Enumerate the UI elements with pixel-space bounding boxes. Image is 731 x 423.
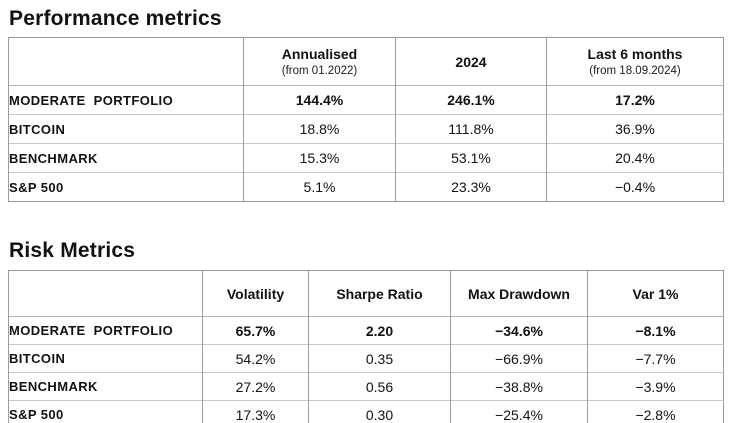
- value-cell: −25.4%: [450, 400, 588, 423]
- table-row-moderate-portfolio: MODERATE PORTFOLIO 144.4% 246.1% 17.2%: [8, 85, 724, 115]
- performance-section-title: Performance metrics: [9, 7, 222, 30]
- value-cell: 17.2%: [546, 85, 724, 115]
- table-row-benchmark: BENCHMARK 15.3% 53.1% 20.4%: [8, 143, 724, 173]
- value-cell: 0.30: [308, 400, 451, 423]
- value-cell: −38.8%: [450, 372, 588, 401]
- header-row: Volatility Sharpe Ratio Max Drawdown Var…: [8, 270, 724, 317]
- risk-section-title: Risk Metrics: [9, 239, 136, 262]
- column-header-label: Annualised: [281, 46, 358, 62]
- value-cell: 15.3%: [243, 143, 396, 173]
- value-cell: 53.1%: [395, 143, 547, 173]
- header-row: Annualised (from 01.2022) 2024 Last 6 mo…: [8, 37, 724, 86]
- column-header-var-1pct: Var 1%: [587, 270, 724, 317]
- value-cell: −8.1%: [587, 316, 724, 345]
- table-row-sp500: S&P 500 17.3% 0.30 −25.4% −2.8%: [8, 400, 724, 423]
- table-row-bitcoin: BITCOIN 54.2% 0.35 −66.9% −7.7%: [8, 344, 724, 373]
- table-row-benchmark: BENCHMARK 27.2% 0.56 −38.8% −3.9%: [8, 372, 724, 401]
- empty-corner-cell: [8, 270, 203, 317]
- value-cell: 0.35: [308, 344, 451, 373]
- column-header-annualised: Annualised (from 01.2022): [243, 37, 396, 86]
- value-cell: 20.4%: [546, 143, 724, 173]
- value-cell: −7.7%: [587, 344, 724, 373]
- value-cell: 27.2%: [202, 372, 309, 401]
- column-header-max-drawdown: Max Drawdown: [450, 270, 588, 317]
- value-cell: 111.8%: [395, 114, 547, 144]
- risk-table-header: Volatility Sharpe Ratio Max Drawdown Var…: [8, 270, 724, 317]
- risk-table: Volatility Sharpe Ratio Max Drawdown Var…: [8, 270, 724, 423]
- value-cell: 18.8%: [243, 114, 396, 144]
- value-cell: 5.1%: [243, 172, 396, 202]
- column-header-label: 2024: [455, 53, 487, 70]
- performance-table-header: Annualised (from 01.2022) 2024 Last 6 mo…: [8, 37, 724, 86]
- row-label-cell: MODERATE PORTFOLIO: [8, 316, 203, 345]
- row-label-cell: S&P 500: [8, 400, 203, 423]
- column-header-sharpe-ratio: Sharpe Ratio: [308, 270, 451, 317]
- value-cell: 246.1%: [395, 85, 547, 115]
- row-label-cell: BITCOIN: [8, 114, 244, 144]
- value-cell: 0.56: [308, 372, 451, 401]
- column-header-subtext: (from 18.09.2024): [589, 65, 681, 77]
- column-header-2024: 2024: [395, 37, 547, 86]
- value-cell: −3.9%: [587, 372, 724, 401]
- column-header-label: Last 6 months: [587, 46, 683, 62]
- value-cell: 65.7%: [202, 316, 309, 345]
- table-row-sp500: S&P 500 5.1% 23.3% −0.4%: [8, 172, 724, 202]
- value-cell: −2.8%: [587, 400, 724, 423]
- table-row-moderate-portfolio: MODERATE PORTFOLIO 65.7% 2.20 −34.6% −8.…: [8, 316, 724, 345]
- value-cell: 54.2%: [202, 344, 309, 373]
- row-label-cell: S&P 500: [8, 172, 244, 202]
- column-header-last-6-months: Last 6 months (from 18.09.2024): [546, 37, 724, 86]
- value-cell: −66.9%: [450, 344, 588, 373]
- column-header-volatility: Volatility: [202, 270, 309, 317]
- value-cell: 23.3%: [395, 172, 547, 202]
- row-label-cell: BENCHMARK: [8, 372, 203, 401]
- value-cell: 2.20: [308, 316, 451, 345]
- row-label-cell: BITCOIN: [8, 344, 203, 373]
- row-label-cell: BENCHMARK: [8, 143, 244, 173]
- performance-table: Annualised (from 01.2022) 2024 Last 6 mo…: [8, 37, 724, 202]
- value-cell: −34.6%: [450, 316, 588, 345]
- value-cell: 17.3%: [202, 400, 309, 423]
- value-cell: 144.4%: [243, 85, 396, 115]
- value-cell: 36.9%: [546, 114, 724, 144]
- empty-corner-cell: [8, 37, 244, 86]
- row-label-cell: MODERATE PORTFOLIO: [8, 85, 244, 115]
- value-cell: −0.4%: [546, 172, 724, 202]
- table-row-bitcoin: BITCOIN 18.8% 111.8% 36.9%: [8, 114, 724, 144]
- column-header-subtext: (from 01.2022): [281, 65, 358, 77]
